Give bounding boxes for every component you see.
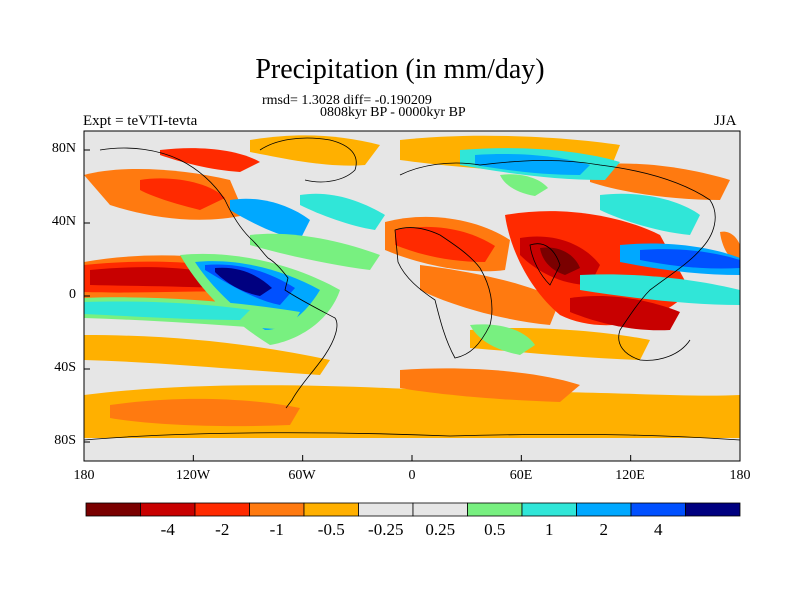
colorbar-label: -0.25: [368, 520, 404, 539]
anomaly-positive: [600, 193, 700, 235]
anomaly-negative: [250, 135, 380, 166]
map-plot-area: [84, 131, 740, 461]
anomaly-negative: [540, 247, 580, 275]
colorbar-label: 4: [654, 520, 663, 539]
stats-label: rmsd= 1.3028 diff= -0.190209: [262, 93, 432, 108]
anomaly-positive: [300, 193, 385, 230]
anomaly-negative: [395, 226, 495, 262]
anomaly-positive: [250, 233, 380, 270]
season-label: JJA: [714, 113, 737, 129]
experiment-label: Expt = teVTI-tevta: [83, 113, 198, 129]
lat-tick-label: 80N: [51, 141, 76, 156]
anomaly-positive: [640, 249, 740, 269]
lon-tick-label: 60W: [288, 468, 316, 483]
colorbar-label: 0.5: [484, 520, 506, 539]
lon-tick-label: 60E: [509, 468, 533, 483]
anomaly-positive: [230, 198, 310, 240]
anomaly-negative: [110, 398, 300, 427]
anomaly-negative: [160, 148, 260, 172]
anomaly-positive: [580, 274, 740, 305]
lon-tick-label: 180: [729, 468, 751, 483]
period-label: 0808kyr BP - 0000kyr BP: [320, 105, 466, 120]
colorbar-label: -1: [269, 520, 284, 539]
lat-tick-label: 40N: [51, 214, 76, 229]
axis-ticks: [83, 149, 741, 461]
lat-tick-label: 80S: [54, 433, 76, 448]
colorbar-label: -0.5: [317, 520, 345, 539]
anomaly-positive: [215, 267, 272, 296]
anomaly-negative: [420, 265, 560, 325]
colorbar-label: 0.25: [425, 520, 456, 539]
colorbar-label: 1: [545, 520, 554, 539]
lon-tick-label: 120E: [615, 468, 645, 483]
lon-tick-label: 120W: [175, 468, 211, 483]
colorbar-label: -4: [160, 520, 175, 539]
anomaly-positive: [500, 174, 548, 196]
anomaly-negative: [570, 295, 680, 331]
anomaly-negative: [140, 178, 225, 210]
lon-tick-label: 180: [73, 468, 95, 483]
anomaly-negative: [400, 368, 580, 402]
lat-tick-label: 40S: [54, 360, 76, 375]
colorbar-label: -2: [215, 520, 230, 539]
anomaly-negative: [84, 335, 330, 375]
lat-tick-label: 0: [69, 287, 76, 302]
lon-tick-label: 0: [408, 468, 416, 483]
page-title: Precipitation (in mm/day): [255, 54, 545, 85]
coastlines: [84, 137, 740, 441]
colorbar-label: 2: [599, 520, 609, 539]
anomaly-positive: [475, 154, 590, 175]
anomaly-positive: [84, 301, 250, 320]
